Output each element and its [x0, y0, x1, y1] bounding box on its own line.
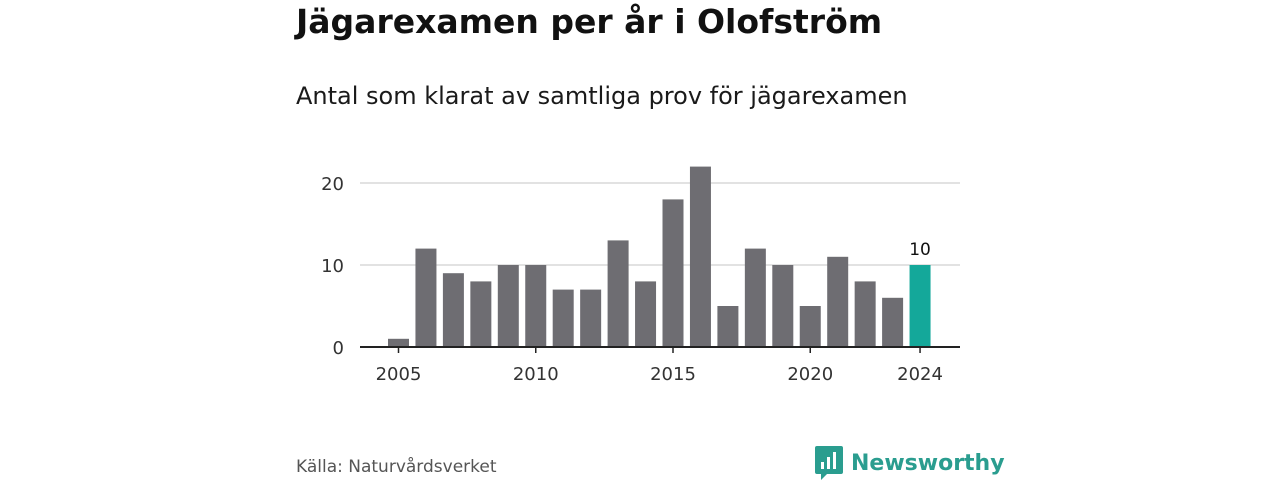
bar	[799, 306, 821, 347]
bar	[635, 281, 657, 347]
bar	[552, 289, 574, 347]
bar	[497, 265, 519, 347]
bar	[772, 265, 794, 347]
y-tick-label: 20	[321, 174, 344, 195]
bar	[854, 281, 876, 347]
bar-highlight	[909, 265, 931, 347]
x-tick-label: 2010	[513, 364, 559, 385]
y-tick-label: 0	[333, 338, 344, 359]
bar	[415, 248, 437, 347]
x-tick-label: 2020	[787, 364, 833, 385]
x-tick-label: 2024	[897, 364, 943, 385]
data-label: 10	[909, 240, 931, 260]
x-tick-label: 2005	[376, 364, 422, 385]
bar	[717, 306, 739, 347]
bar	[442, 273, 464, 347]
bar	[388, 338, 409, 347]
bar	[882, 297, 904, 347]
x-tick-label: 2015	[650, 364, 696, 385]
bar	[525, 265, 547, 347]
bar	[744, 248, 766, 347]
newsworthy-logo-icon	[815, 446, 843, 480]
bar	[662, 199, 684, 347]
brand-name: Newsworthy	[851, 450, 1005, 476]
source-note: Källa: Naturvårdsverket	[296, 457, 497, 477]
bar	[607, 240, 629, 347]
bar	[827, 256, 849, 347]
brand-logo: Newsworthy	[815, 446, 1005, 480]
bar	[689, 166, 711, 347]
bar	[470, 281, 492, 347]
chart-title: Jägarexamen per år i Olofström	[296, 2, 883, 41]
bar	[580, 289, 602, 347]
y-tick-label: 10	[321, 256, 344, 277]
chart-subtitle: Antal som klarat av samtliga prov för jä…	[296, 82, 908, 110]
